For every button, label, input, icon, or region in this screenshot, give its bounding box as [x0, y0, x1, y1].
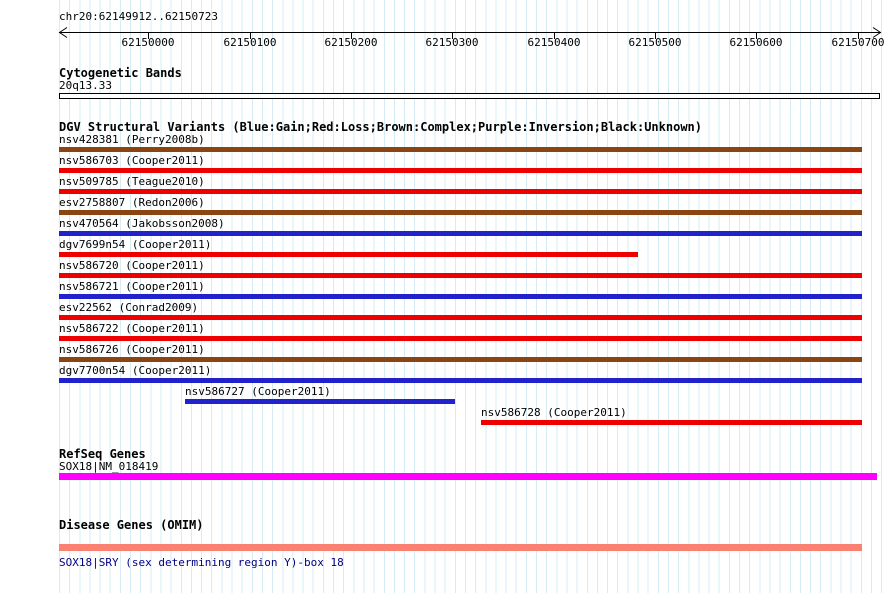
variant-bar[interactable]	[59, 189, 862, 194]
variant-label: nsv586703 (Cooper2011)	[59, 154, 205, 167]
variant-label: nsv586727 (Cooper2011)	[185, 385, 331, 398]
ruler-tick-label: 62150600	[730, 36, 783, 49]
refseq-section-title: RefSeq Genes	[59, 447, 146, 461]
ruler-right-arrow-icon	[872, 27, 882, 38]
variant-bar[interactable]	[59, 315, 862, 320]
cytoband-label: 20q13.33	[59, 79, 112, 92]
cytobands-section-title: Cytogenetic Bands	[59, 66, 182, 80]
variant-bar[interactable]	[59, 378, 862, 383]
ruler-tick-label: 62150100	[224, 36, 277, 49]
coordinate-ruler: 62150000 62150100 62150200 62150300 6215…	[58, 27, 885, 49]
variant-label: nsv586721 (Cooper2011)	[59, 280, 205, 293]
ruler-tick-label: 62150500	[629, 36, 682, 49]
variant-label: nsv586720 (Cooper2011)	[59, 259, 205, 272]
omim-gene-label: SOX18|SRY (sex determining region Y)-box…	[59, 556, 344, 569]
variant-label: nsv470564 (Jakobsson2008)	[59, 217, 225, 230]
variant-bar[interactable]	[59, 168, 862, 173]
omim-gene-bar[interactable]	[59, 544, 862, 551]
variant-bar[interactable]	[185, 399, 455, 404]
omim-section-title: Disease Genes (OMIM)	[59, 518, 204, 532]
ruler-tick-label: 62150000	[122, 36, 175, 49]
variant-label: dgv7699n54 (Cooper2011)	[59, 238, 212, 251]
variant-bar[interactable]	[59, 252, 638, 257]
variant-label: dgv7700n54 (Cooper2011)	[59, 364, 212, 377]
variant-label: esv22562 (Conrad2009)	[59, 301, 199, 314]
variant-bar[interactable]	[59, 147, 862, 152]
variant-bar[interactable]	[59, 231, 862, 236]
variant-label: nsv586722 (Cooper2011)	[59, 322, 205, 335]
region-position-label: chr20:62149912..62150723	[59, 10, 218, 23]
variant-bar[interactable]	[59, 294, 862, 299]
variant-label: nsv428381 (Perry2008b)	[59, 133, 205, 146]
ruler-tick-label: 62150300	[426, 36, 479, 49]
variant-label: nsv586728 (Cooper2011)	[481, 406, 627, 419]
ruler-left-arrow-icon	[58, 27, 68, 38]
ruler-tick-label: 62150700	[832, 36, 885, 49]
ruler-tick-label: 62150200	[325, 36, 378, 49]
variant-bar[interactable]	[59, 357, 862, 362]
ruler-ticks	[148, 32, 859, 39]
variant-bar[interactable]	[481, 420, 862, 425]
refseq-gene-bar[interactable]	[59, 473, 877, 480]
variant-bar[interactable]	[59, 273, 862, 278]
variant-bar[interactable]	[59, 336, 862, 341]
cytoband-bar[interactable]	[59, 93, 880, 99]
variant-bar[interactable]	[59, 210, 862, 215]
dgv-section-title: DGV Structural Variants (Blue:Gain;Red:L…	[59, 120, 702, 134]
variant-label: nsv586726 (Cooper2011)	[59, 343, 205, 356]
ruler-tick-label: 62150400	[528, 36, 581, 49]
refseq-gene-label: SOX18|NM_018419	[59, 460, 159, 473]
variant-label: esv2758807 (Redon2006)	[59, 196, 205, 209]
variant-label: nsv509785 (Teague2010)	[59, 175, 205, 188]
